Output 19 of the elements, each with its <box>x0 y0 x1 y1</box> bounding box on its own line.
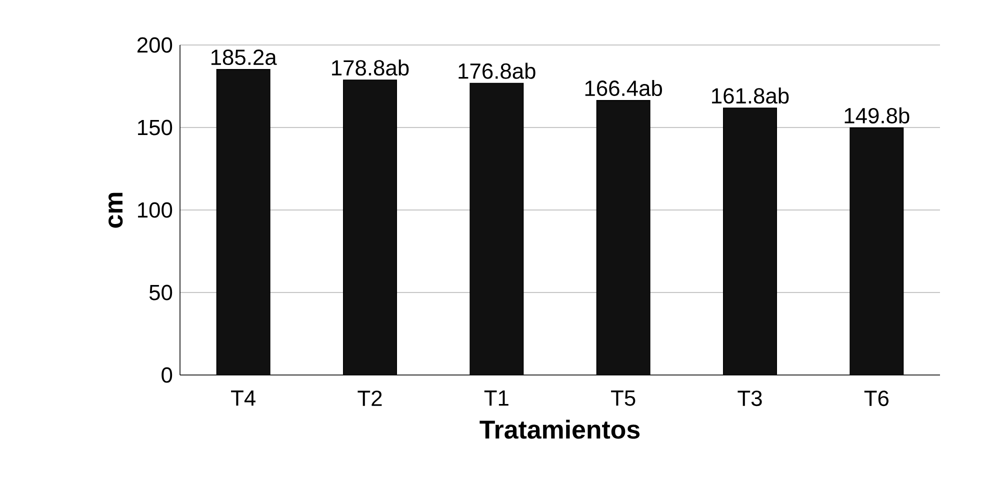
x-axis-title: Tratamientos <box>480 420 640 439</box>
y-tick-label: 150 <box>138 120 172 136</box>
y-axis-title: cm <box>108 192 123 228</box>
y-tick-label: 100 <box>138 202 172 218</box>
data-label: 176.8ab <box>458 62 536 79</box>
y-tick-label: 0 <box>162 367 172 383</box>
y-tick-label: 200 <box>137 37 172 53</box>
x-tick-label: T1 <box>484 390 508 406</box>
data-label: 149.8b <box>844 107 910 124</box>
x-tick-label: T6 <box>864 390 888 406</box>
x-tick-label: T3 <box>738 390 762 406</box>
data-label: 161.8ab <box>712 88 789 104</box>
data-label: 178.8ab <box>332 60 409 76</box>
x-tick-label: T5 <box>611 390 636 406</box>
x-tick-label: T4 <box>231 390 256 406</box>
x-tick-label: T2 <box>358 390 382 406</box>
data-label: 166.4ab <box>585 80 662 96</box>
data-label: 185.2a <box>211 50 277 66</box>
y-tick-label: 50 <box>149 284 172 300</box>
